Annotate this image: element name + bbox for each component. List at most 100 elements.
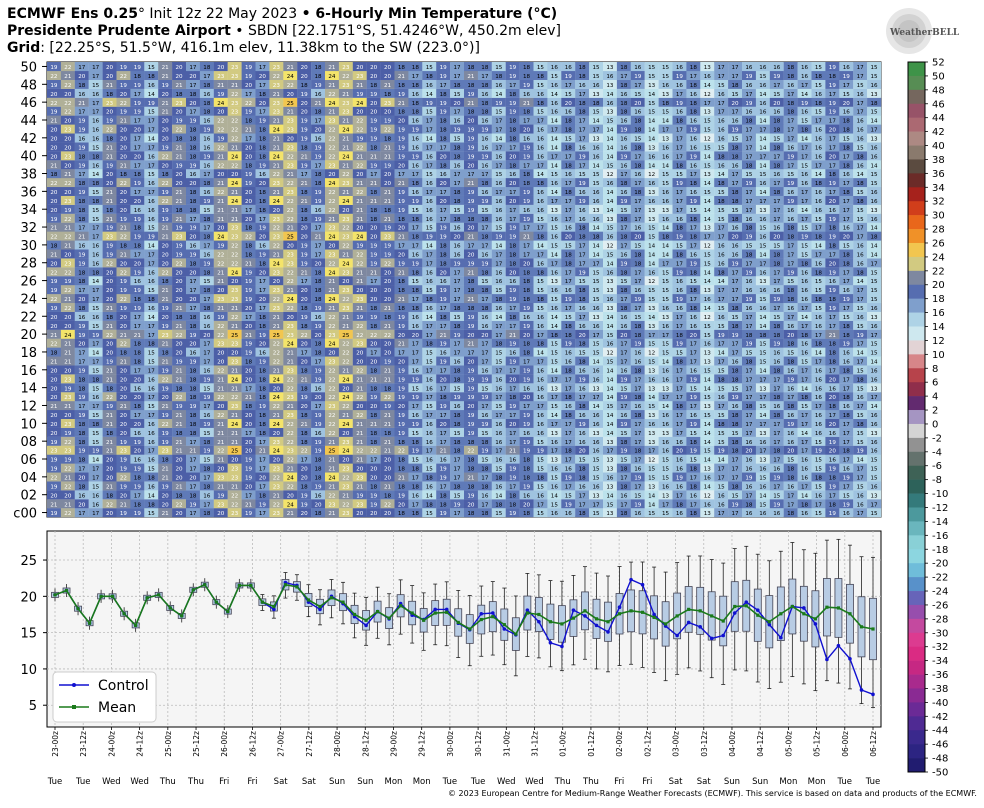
heatmap-cell xyxy=(213,392,228,402)
heatmap-cell xyxy=(380,490,395,500)
heatmap-cell-value: 17 xyxy=(843,181,851,187)
heatmap-cell xyxy=(603,392,618,402)
heatmap-cell xyxy=(658,338,673,348)
heatmap-cell-value: 21 xyxy=(175,199,183,205)
heatmap-cell xyxy=(575,365,590,375)
heatmap-cell-value: 16 xyxy=(606,181,614,187)
heatmap-cell-value: 19 xyxy=(412,395,420,401)
heatmap-cell xyxy=(408,356,423,366)
heatmap-cell-value: 17 xyxy=(481,476,489,482)
heatmap-cell-value: 17 xyxy=(857,297,865,303)
heatmap-cell-value: 15 xyxy=(690,431,698,437)
heatmap-cell-value: 15 xyxy=(426,226,434,232)
heatmap-cell-value: 20 xyxy=(453,235,461,241)
heatmap-cell-value: 22 xyxy=(231,502,238,508)
heatmap-cell-value: 19 xyxy=(579,270,587,276)
heatmap-cell xyxy=(464,427,479,437)
heatmap-cell-value: 20 xyxy=(523,395,531,401)
heatmap-cell-value: 22 xyxy=(328,199,335,205)
heatmap-cell xyxy=(255,499,270,509)
heatmap-cell-value: 19 xyxy=(314,190,322,196)
heatmap-cell xyxy=(366,383,381,393)
heatmap-cell-value: 15 xyxy=(676,351,684,357)
heatmap-cell-value: 16 xyxy=(815,261,823,267)
heatmap-cell xyxy=(811,329,826,339)
heatmap-cell-value: 19 xyxy=(78,145,86,151)
heatmap-cell xyxy=(158,490,173,500)
heatmap-cell-value: 19 xyxy=(440,476,448,482)
heatmap-cell-value: 18 xyxy=(259,493,267,499)
heatmap-cell-value: 18 xyxy=(676,163,684,169)
heatmap-cell-value: 24 xyxy=(342,395,350,401)
heatmap-cell xyxy=(436,418,451,428)
heatmap-cell-value: 16 xyxy=(801,181,809,187)
heatmap-cell xyxy=(366,329,381,339)
heatmap-cell-value: 22 xyxy=(328,422,335,428)
heatmap-cell xyxy=(797,347,812,357)
heatmap-cell xyxy=(394,463,409,473)
heatmap-cell-value: 14 xyxy=(704,377,712,383)
heatmap-cell xyxy=(797,499,812,509)
heatmap-cell-value: 13 xyxy=(704,288,712,294)
heatmap-cell xyxy=(422,499,437,509)
heatmap-cell xyxy=(450,427,465,437)
heatmap-cell-value: 17 xyxy=(78,172,86,178)
heatmap-cell-value: 20 xyxy=(64,163,72,169)
heatmap-cell-value: 24 xyxy=(287,342,295,348)
heatmap-cell-value: 16 xyxy=(704,476,712,482)
heatmap-cell-value: 17 xyxy=(78,288,86,294)
heatmap-cell-value: 17 xyxy=(745,493,753,499)
heatmap-cell xyxy=(241,436,256,446)
heatmap-cell-value: 17 xyxy=(495,368,503,374)
heatmap-cell-value: 18 xyxy=(634,333,642,339)
heatmap-cell xyxy=(283,383,298,393)
heatmap-cell-value: 17 xyxy=(301,458,309,464)
heatmap-cell-value: 20 xyxy=(50,395,58,401)
heatmap-cell-value: 18 xyxy=(634,190,642,196)
heatmap-cell xyxy=(213,445,228,455)
heatmap-cell-value: 17 xyxy=(92,235,100,241)
heatmap-cell-value: 22 xyxy=(328,261,335,267)
heatmap-cell-value: 15 xyxy=(787,172,795,178)
heatmap-cell xyxy=(853,445,868,455)
heatmap-cell xyxy=(116,383,131,393)
heatmap-cell xyxy=(616,454,631,464)
heatmap-cell-value: 23 xyxy=(342,288,350,294)
heatmap-cell-value: 20 xyxy=(50,386,58,392)
heatmap-cell-value: 17 xyxy=(857,511,865,517)
heatmap-cell-value: 19 xyxy=(523,449,531,455)
heatmap-cell-value: 18 xyxy=(829,244,837,250)
heatmap-cell xyxy=(658,401,673,411)
heatmap-cell-value: 13 xyxy=(704,172,712,178)
heatmap-cell-value: 14 xyxy=(718,351,726,357)
heatmap-cell xyxy=(338,499,353,509)
heatmap-cell xyxy=(380,472,395,482)
heatmap-cell xyxy=(547,338,562,348)
heatmap-cell-value: 14 xyxy=(148,315,156,321)
heatmap-cell-value: 15 xyxy=(148,360,156,366)
heatmap-cell xyxy=(213,499,228,509)
heatmap-cell-value: 17 xyxy=(203,502,211,508)
heatmap-cell xyxy=(811,490,826,500)
heatmap-cell-value: 13 xyxy=(648,413,656,419)
heatmap-cell-value: 15 xyxy=(718,208,726,214)
heatmap-cell-value: 17 xyxy=(509,484,517,490)
heatmap-cell-value: 21 xyxy=(384,324,392,330)
heatmap-cell xyxy=(325,436,340,446)
heatmap-cell xyxy=(533,338,548,348)
heatmap-cell xyxy=(519,445,534,455)
heatmap-cell xyxy=(755,481,770,491)
heatmap-cell-value: 18 xyxy=(467,288,475,294)
heatmap-cell-value: 16 xyxy=(787,217,795,223)
heatmap-cell-value: 13 xyxy=(592,315,600,321)
heatmap-cell-value: 18 xyxy=(745,502,753,508)
heatmap-cell xyxy=(116,454,131,464)
heatmap-cell xyxy=(144,338,159,348)
heatmap-cell-value: 19 xyxy=(356,493,364,499)
heatmap-cell-value: 17 xyxy=(634,386,642,392)
heatmap-cell xyxy=(686,445,701,455)
heatmap-cell-value: 17 xyxy=(579,261,587,267)
heatmap-cell-value: 22 xyxy=(342,226,349,232)
heatmap-cell xyxy=(477,409,492,420)
heatmap-cell xyxy=(144,427,159,437)
